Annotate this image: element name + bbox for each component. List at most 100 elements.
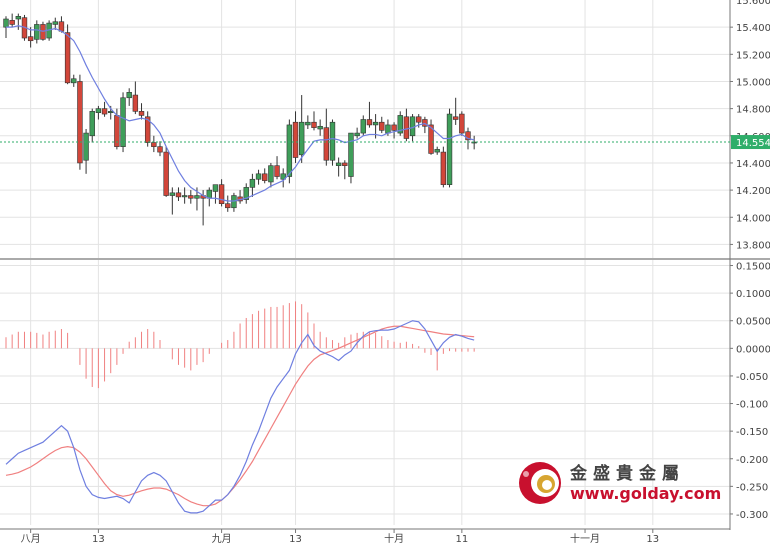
candle-body bbox=[175, 192, 182, 198]
last-price-label: 14.554 bbox=[736, 138, 770, 149]
candle-body bbox=[169, 192, 176, 196]
candle-body bbox=[212, 184, 219, 192]
candle-body bbox=[274, 165, 280, 177]
candle-body bbox=[422, 119, 428, 127]
grid-lines bbox=[0, 0, 730, 525]
candle-body bbox=[317, 125, 323, 130]
candle-body bbox=[40, 24, 46, 40]
candle-body bbox=[83, 132, 89, 161]
price-tick-label: 15.000 bbox=[736, 77, 770, 88]
x-tick-label: 11 bbox=[455, 534, 468, 543]
brand-name-cn: 金盛貴金屬 bbox=[569, 463, 685, 484]
candle-body bbox=[132, 94, 139, 112]
candle-body bbox=[342, 162, 348, 166]
candle-body bbox=[188, 195, 194, 199]
candle-body bbox=[101, 108, 108, 115]
candle-body bbox=[3, 18, 9, 28]
candle-body bbox=[397, 115, 403, 134]
candle-body bbox=[58, 21, 65, 32]
macd-tick-label: 0.1000 bbox=[736, 289, 770, 300]
watermark: 金盛貴金屬 www.golday.com bbox=[519, 462, 721, 504]
candle-body bbox=[329, 121, 336, 161]
macd-tick-label: -0.200 bbox=[736, 455, 768, 466]
candle-body bbox=[34, 24, 40, 40]
candle-body bbox=[225, 203, 231, 209]
candle-body bbox=[249, 178, 256, 188]
price-tick-label: 14.200 bbox=[736, 186, 770, 197]
candle-body bbox=[255, 173, 262, 180]
last-price-tag-box bbox=[731, 135, 770, 150]
candle-body bbox=[64, 32, 71, 84]
candle-body bbox=[335, 162, 342, 166]
price-tick-label: 15.200 bbox=[736, 50, 770, 61]
x-tick-label: 13 bbox=[646, 534, 659, 543]
candle-body bbox=[194, 195, 200, 199]
macd-tick-label: 0.1500 bbox=[736, 262, 770, 273]
candle-body bbox=[385, 124, 391, 134]
candle-body bbox=[15, 15, 22, 20]
candle-body bbox=[292, 121, 299, 158]
candle-body bbox=[459, 113, 465, 134]
brand-url: www.golday.com bbox=[570, 484, 721, 503]
candle-body bbox=[298, 121, 305, 156]
moving-average-line bbox=[6, 25, 475, 202]
candle-body bbox=[9, 20, 15, 25]
candle-body bbox=[354, 132, 360, 137]
dif-line bbox=[5, 320, 475, 514]
macd-tick-label: -0.100 bbox=[736, 400, 768, 411]
dea-line bbox=[5, 325, 475, 507]
candle-body bbox=[120, 97, 126, 147]
candle-body bbox=[366, 119, 373, 126]
price-tick-label: 14.000 bbox=[736, 213, 770, 224]
price-tick-label: 15.400 bbox=[736, 23, 770, 34]
candle-body bbox=[360, 119, 366, 134]
candle-body bbox=[305, 121, 311, 126]
x-axis: 八月 13 九月 13 十月 11 十一月 13 bbox=[21, 529, 659, 543]
x-tick-label: 十月 bbox=[384, 532, 404, 543]
price-tick-label: 13.800 bbox=[736, 240, 770, 251]
candle-body bbox=[348, 132, 354, 177]
axis-frame bbox=[0, 0, 770, 530]
macd-tick-label: 0.0000 bbox=[736, 344, 770, 355]
candle-body bbox=[379, 121, 385, 131]
candles bbox=[3, 13, 477, 226]
x-tick-label: 13 bbox=[289, 534, 302, 543]
price-tick-label: 14.400 bbox=[736, 159, 770, 170]
candle-body bbox=[77, 81, 83, 164]
candle-body bbox=[126, 92, 132, 99]
candle-body bbox=[52, 21, 58, 25]
candle-body bbox=[311, 121, 317, 128]
x-tick-label: 九月 bbox=[212, 533, 232, 543]
x-tick-label: 十一月 bbox=[570, 532, 600, 543]
candle-body bbox=[416, 116, 422, 123]
candle-body bbox=[286, 124, 293, 177]
price-axis: 15.40015.20015.00014.80014.60014.40014.2… bbox=[730, 0, 770, 251]
candle-body bbox=[243, 187, 249, 200]
macd-tick-label: 0.0500 bbox=[736, 317, 770, 328]
candle-body bbox=[268, 165, 274, 183]
candle-body bbox=[157, 146, 163, 153]
price-tick-label: 14.800 bbox=[736, 105, 770, 116]
candle-body bbox=[391, 124, 397, 131]
candle-body bbox=[452, 116, 459, 120]
candle-body bbox=[138, 111, 145, 116]
candle-body bbox=[144, 116, 151, 143]
candle-body bbox=[163, 151, 169, 196]
macd-tick-label: -0.150 bbox=[736, 427, 768, 438]
macd-histogram bbox=[5, 301, 475, 389]
macd-axis: 0.1500 0.1000 0.0500 0.0000 -0.050 -0.100 -0.1… bbox=[730, 262, 770, 521]
x-tick-label: 八月 bbox=[21, 533, 41, 543]
candle-body bbox=[27, 36, 34, 42]
candle-body bbox=[280, 173, 286, 180]
candle-body bbox=[95, 108, 102, 114]
x-tick-label: 13 bbox=[92, 534, 105, 543]
candle-body bbox=[262, 173, 268, 181]
candle-body bbox=[151, 142, 157, 147]
candle-body bbox=[428, 124, 434, 154]
candle-body bbox=[323, 127, 330, 161]
candle-body bbox=[403, 116, 410, 139]
candle-body bbox=[372, 121, 379, 126]
candle-body bbox=[89, 111, 95, 137]
macd-tick-label: -0.300 bbox=[736, 510, 768, 521]
